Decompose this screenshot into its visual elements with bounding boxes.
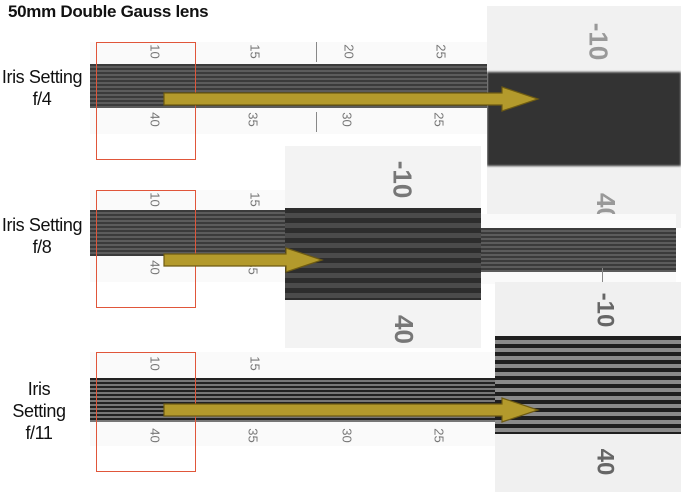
- zoom-scale-number: -10: [387, 160, 418, 199]
- ruler-strip-f4: 10 15 20 25 40 35 30 25: [90, 42, 490, 134]
- zoom-scale-number: -10: [591, 292, 619, 328]
- scale-tick: [316, 112, 317, 132]
- row-label-line1: Iris Setting: [1, 67, 83, 87]
- row-label-line2: f/11: [25, 423, 53, 443]
- zoom-arrow-f8: [163, 247, 324, 273]
- line-pattern: [90, 210, 290, 256]
- zoom-panel-f8: -10 40: [285, 146, 481, 348]
- highlight-box: [96, 190, 196, 308]
- row-label-line1: Iris Setting: [1, 215, 83, 235]
- scale-number: 25: [431, 428, 447, 443]
- scale-number: 15: [247, 192, 263, 207]
- scale-number: 20: [341, 44, 357, 59]
- scale-number: 35: [245, 112, 261, 127]
- row-label-line1: Iris Setting: [12, 379, 66, 421]
- figure-title: 50mm Double Gauss lens: [8, 2, 209, 21]
- line-pattern: [480, 228, 676, 272]
- row-label-f4: Iris Setting f/4: [0, 66, 84, 110]
- row-label-f8: Iris Setting f/8: [0, 214, 84, 258]
- zoom-arrow-f4: [163, 86, 540, 112]
- scale-number: 15: [247, 44, 263, 59]
- zoom-line-pattern: [495, 336, 681, 434]
- row-label-line2: f/4: [32, 89, 52, 109]
- zoom-panel-f11: -10 40: [495, 282, 681, 492]
- scale-tick: [316, 42, 317, 62]
- scale-number: 15: [247, 356, 263, 371]
- row-label-f11: Iris Setting f/11: [0, 378, 78, 444]
- zoom-scale-number: 40: [388, 315, 419, 344]
- scale-tick: [602, 268, 603, 284]
- zoom-line-pattern: [487, 72, 681, 166]
- row-label-line2: f/8: [32, 237, 52, 257]
- zoom-scale-number: 40: [591, 448, 619, 476]
- ruler-strip-f8-right: [480, 214, 676, 284]
- zoom-line-pattern: [285, 208, 481, 300]
- scale-number: 30: [339, 428, 355, 443]
- scale-number: 30: [339, 112, 355, 127]
- zoom-scale-number: -10: [583, 22, 614, 61]
- scale-number: 35: [245, 428, 261, 443]
- ruler-strip-f8: 10 15 40 35: [90, 190, 290, 282]
- zoom-panel-f4: -10 40: [487, 6, 681, 228]
- scale-number: 25: [431, 112, 447, 127]
- scale-number: 25: [433, 44, 449, 59]
- zoom-arrow-f11: [163, 397, 540, 423]
